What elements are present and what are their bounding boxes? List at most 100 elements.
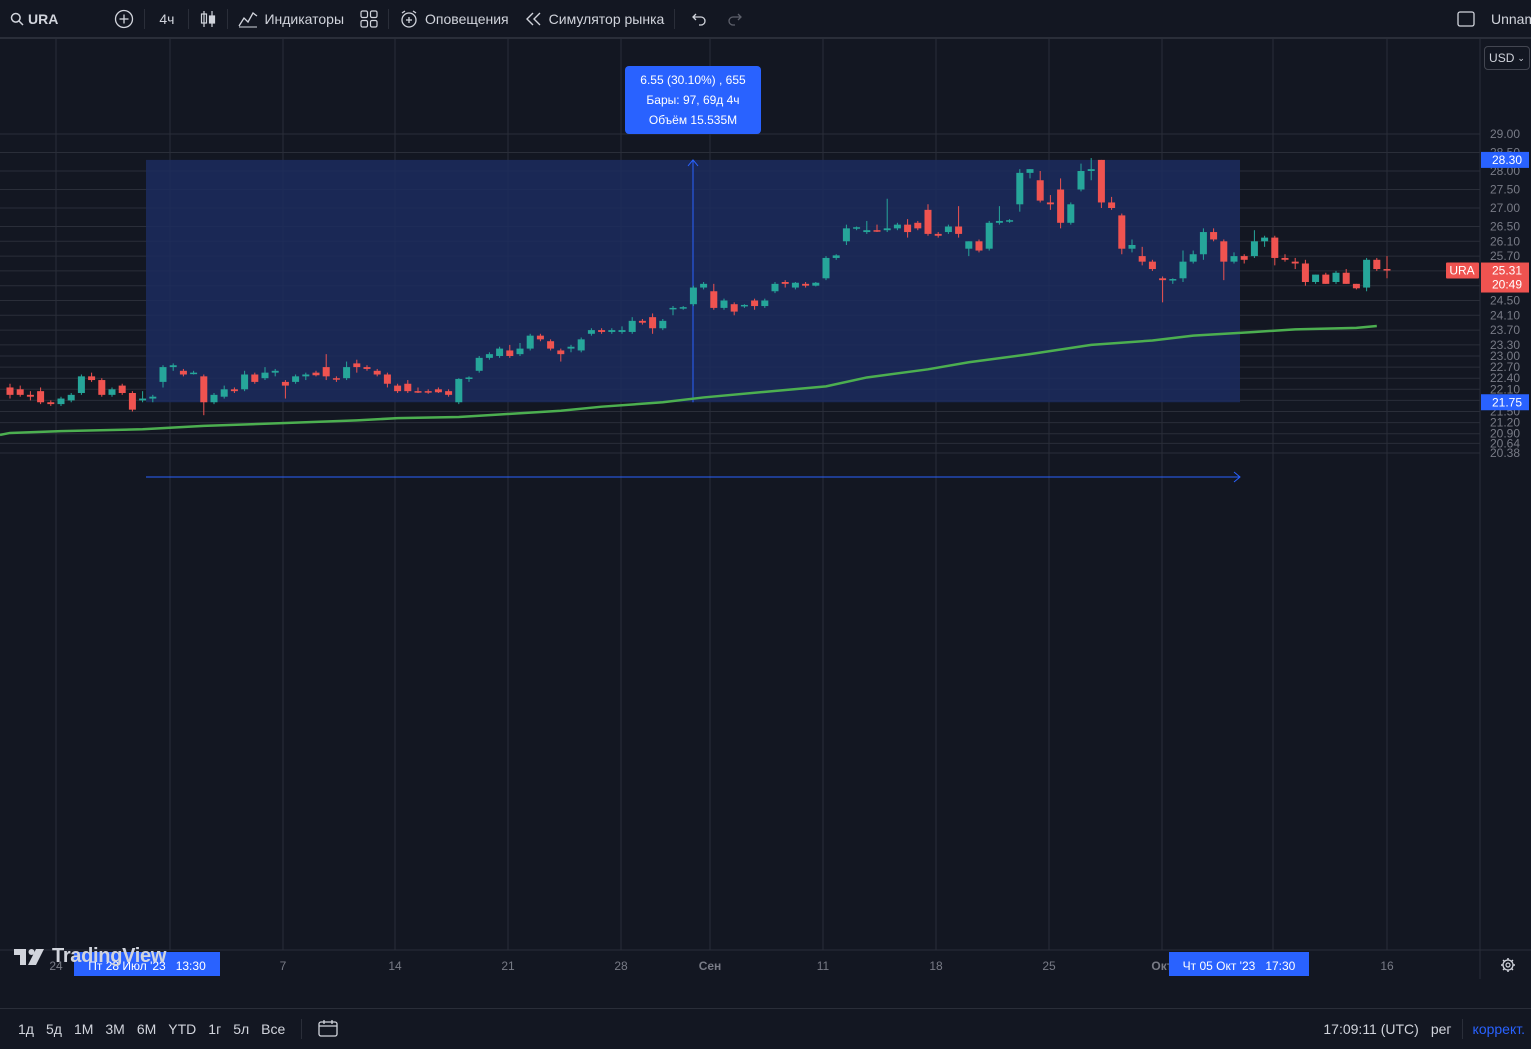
replay-button[interactable]: Симулятор рынка [517,0,673,37]
candle-83[interactable] [853,226,861,231]
candle-54[interactable] [557,348,565,362]
candle-130[interactable] [1332,270,1340,284]
candle-1[interactable] [16,385,24,397]
candle-118[interactable] [1210,228,1218,242]
candle-45[interactable] [465,376,473,382]
candle-13[interactable] [139,391,147,403]
candle-34[interactable] [353,359,361,373]
candle-84[interactable] [863,220,871,234]
candle-58[interactable] [598,328,606,334]
candle-33[interactable] [343,361,351,381]
candle-68[interactable] [700,282,708,290]
candle-112[interactable] [1148,259,1156,271]
candle-97[interactable] [995,206,1003,225]
candle-12[interactable] [128,391,136,412]
candle-7[interactable] [77,374,85,395]
candle-128[interactable] [1312,274,1320,284]
candle-15[interactable] [159,365,167,388]
candle-81[interactable] [832,254,840,260]
candle-88[interactable] [904,219,912,238]
candle-26[interactable] [271,368,279,377]
range-button-5[interactable]: YTD [168,1021,197,1037]
candle-64[interactable] [659,319,667,331]
candle-31[interactable] [322,354,330,381]
candle-119[interactable] [1220,239,1228,281]
candle-114[interactable] [1169,278,1177,284]
candle-8[interactable] [88,372,96,382]
go-to-date-button[interactable] [312,1009,344,1049]
range-button-8[interactable]: Все [261,1021,286,1037]
candle-77[interactable] [791,282,799,290]
undo-button[interactable] [677,0,721,37]
candle-35[interactable] [363,365,371,371]
candle-66[interactable] [679,306,687,310]
moving-average-line[interactable] [0,324,1377,437]
candle-60[interactable] [618,326,626,334]
candle-94[interactable] [965,241,973,257]
candle-28[interactable] [292,374,300,384]
range-button-6[interactable]: 1г [208,1021,222,1037]
candle-98[interactable] [1006,219,1014,223]
candle-56[interactable] [577,337,585,353]
candle-49[interactable] [506,344,514,358]
compare-add-button[interactable] [106,0,142,37]
candle-30[interactable] [312,370,320,377]
candle-110[interactable] [1128,239,1136,253]
candle-134[interactable] [1373,257,1381,271]
candle-131[interactable] [1342,269,1350,284]
candle-79[interactable] [812,282,820,287]
adjust-toggle[interactable]: коррект. [1472,1021,1525,1037]
candle-24[interactable] [251,372,259,384]
candle-125[interactable] [1281,254,1289,262]
candle-38[interactable] [394,383,402,393]
range-button-7[interactable]: 5л [233,1021,250,1037]
candle-51[interactable] [526,333,534,351]
range-button-4[interactable]: 6М [136,1021,157,1037]
candle-101[interactable] [1036,171,1044,203]
candle-122[interactable] [1250,230,1258,258]
candle-127[interactable] [1301,259,1309,286]
candle-111[interactable] [1138,246,1146,266]
candle-86[interactable] [883,198,891,233]
candle-105[interactable] [1077,163,1085,192]
candle-23[interactable] [241,370,249,392]
candle-91[interactable] [934,232,942,238]
candle-36[interactable] [373,368,381,377]
candle-85[interactable] [873,224,881,233]
chart-canvas[interactable]: 29.0028.5028.0027.5027.0026.5026.1025.70… [0,39,1531,979]
candle-65[interactable] [669,306,677,316]
session-toggle[interactable]: рег [1430,1021,1452,1037]
candle-117[interactable] [1199,228,1207,260]
candle-3[interactable] [37,387,45,405]
candle-44[interactable] [455,378,463,405]
fullscreen-button[interactable] [1443,0,1489,37]
candle-82[interactable] [842,224,850,245]
candle-71[interactable] [730,302,738,316]
candle-6[interactable] [67,393,75,403]
interval-button[interactable]: 4ч [159,10,175,27]
candle-42[interactable] [434,387,442,393]
candle-107[interactable] [1097,159,1105,208]
candle-63[interactable] [649,313,657,334]
candle-121[interactable] [1240,254,1248,264]
candle-78[interactable] [802,282,810,288]
layouts-button[interactable] [352,0,386,37]
redo-button[interactable] [721,0,749,37]
candle-126[interactable] [1291,257,1299,270]
candle-102[interactable] [1046,195,1054,210]
candle-103[interactable] [1057,178,1065,229]
candle-53[interactable] [547,339,555,351]
candle-93[interactable] [955,206,963,238]
chart-pane[interactable]: 29.0028.5028.0027.5027.0026.5026.1025.70… [0,39,1531,979]
candle-123[interactable] [1261,235,1269,247]
candle-109[interactable] [1118,213,1126,255]
candle-90[interactable] [924,204,932,236]
candle-106[interactable] [1087,158,1095,181]
candle-74[interactable] [761,298,769,308]
candle-11[interactable] [118,383,126,395]
candle-50[interactable] [516,343,524,356]
gear-icon[interactable] [1501,958,1515,972]
candle-80[interactable] [822,256,830,281]
candle-5[interactable] [57,396,65,406]
candle-43[interactable] [445,389,453,397]
